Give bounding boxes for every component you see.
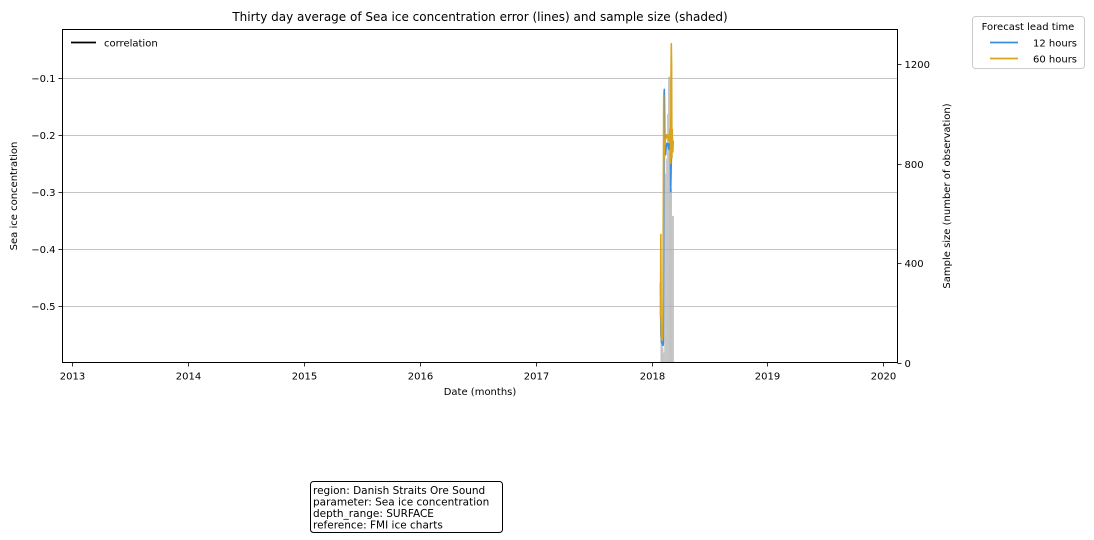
legend-entry-label: 12 hours — [1033, 39, 1077, 50]
plot-area — [62, 29, 898, 363]
x-tick-label: 2017 — [524, 372, 549, 383]
sample-size-bar — [666, 158, 668, 363]
x-tick-label: 2019 — [755, 372, 780, 383]
sample-size-bar — [670, 188, 672, 363]
sample-size-bar — [664, 94, 666, 363]
chart-title: Thirty day average of Sea ice concentrat… — [231, 10, 727, 24]
horizontal-grid — [62, 78, 898, 307]
correlation-legend: correlation — [71, 39, 158, 50]
x-tick-label: 2016 — [408, 372, 433, 383]
x-tick-label: 2013 — [60, 372, 85, 383]
info-box-line: depth_range: SURFACE — [313, 508, 434, 520]
y2-axis-label: Sample size (number of observation) — [942, 103, 953, 288]
plot-frame — [62, 29, 898, 363]
y-axis-right: 0 400 800 1200 — [897, 60, 930, 370]
info-box-line: region: Danish Straits Ore Sound — [313, 485, 485, 497]
sample-size-bar — [671, 215, 673, 363]
legend-entry-label: 60 hours — [1033, 55, 1077, 66]
sample-size-bar — [670, 76, 671, 363]
info-box: region: Danish Straits Ore Sound paramete… — [310, 481, 503, 533]
y-tick-label: −0.4 — [31, 245, 55, 256]
y-tick-label: −0.2 — [31, 131, 55, 142]
series-line-60-hours — [659, 42, 674, 341]
y-tick-label: −0.3 — [31, 188, 55, 199]
y-axis-left: −0.5 −0.4 −0.3 −0.2 −0.1 — [31, 74, 63, 313]
x-tick-label: 2018 — [640, 372, 665, 383]
sample-size-bars — [660, 76, 674, 363]
info-box-frame — [310, 481, 503, 533]
x-axis: 2013 2014 2015 2016 2017 2018 2019 2020 — [60, 362, 896, 383]
legend-title: Forecast lead time — [982, 22, 1075, 33]
x-axis-label: Date (months) — [444, 387, 517, 398]
y2-tick-label: 800 — [905, 160, 924, 171]
sample-size-bar — [663, 352, 665, 363]
y2-tick-label: 400 — [905, 259, 924, 270]
sample-size-bar — [665, 173, 667, 363]
y-tick-label: −0.1 — [31, 74, 55, 85]
info-box-line: parameter: Sea ice concentration — [313, 497, 489, 509]
sample-size-bar — [667, 113, 669, 363]
sample-size-bar — [662, 347, 664, 363]
x-tick-label: 2014 — [176, 372, 201, 383]
x-tick-label: 2015 — [292, 372, 317, 383]
legend-frame — [972, 16, 1085, 69]
sample-size-bar — [672, 215, 674, 363]
sample-size-bar — [668, 76, 670, 363]
y2-tick-label: 1200 — [905, 60, 930, 71]
sample-size-bar — [669, 76, 671, 363]
error-lines — [659, 42, 674, 347]
info-box-line: reference: FMI ice charts — [313, 520, 443, 532]
y-axis-label: Sea ice concentration — [9, 142, 20, 251]
sample-size-bar — [660, 335, 662, 363]
x-tick-label: 2020 — [871, 372, 896, 383]
correlation-legend-label: correlation — [104, 39, 158, 50]
lead-time-legend: Forecast lead time 12 hours 60 hours — [972, 16, 1085, 69]
svg-text:region: Danish Straits Ore Sou: region: Danish Straits Ore Sound paramete… — [313, 485, 489, 532]
y-tick-label: −0.5 — [31, 302, 55, 313]
y2-tick-label: 0 — [905, 359, 911, 370]
